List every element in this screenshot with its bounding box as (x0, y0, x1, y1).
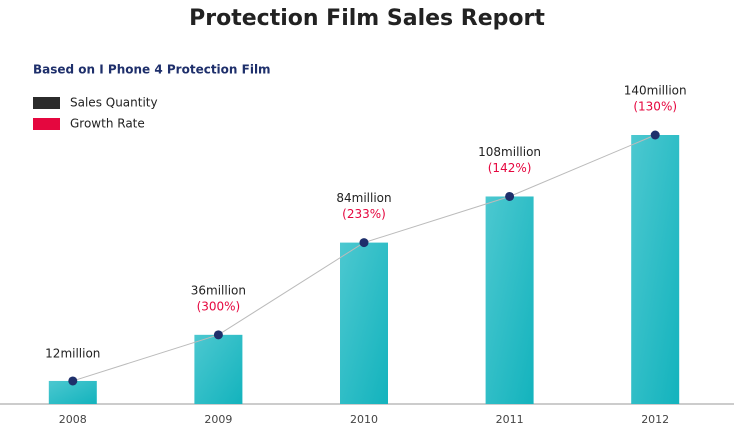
trend-dot (68, 376, 78, 386)
x-tick-label: 2010 (350, 413, 378, 426)
bar (194, 334, 243, 404)
growth-label: (300%) (197, 299, 241, 313)
value-label: 84million (336, 191, 391, 205)
bar (631, 135, 680, 404)
trend-dot (213, 330, 223, 340)
bar (485, 196, 534, 404)
bar (340, 242, 388, 404)
value-label: 140million (624, 84, 687, 98)
growth-label: (142%) (488, 161, 532, 175)
chart-subtitle: Based on I Phone 4 Protection Film (33, 63, 271, 77)
legend-label: Sales Quantity (70, 96, 158, 110)
legend-swatch (33, 97, 60, 109)
value-label: 12million (45, 346, 100, 360)
growth-label: (130%) (633, 100, 677, 114)
growth-label: (233%) (342, 207, 386, 221)
trend-dot (650, 130, 660, 140)
trend-dot (505, 191, 515, 201)
x-tick-label: 2011 (496, 413, 524, 426)
x-tick-label: 2009 (204, 413, 232, 426)
legend-label: Growth Rate (70, 117, 145, 131)
chart-title: Protection Film Sales Report (189, 6, 545, 31)
x-tick-label: 2012 (641, 413, 669, 426)
value-label: 108million (478, 145, 541, 159)
legend-swatch (33, 118, 60, 130)
x-tick-label: 2008 (59, 413, 87, 426)
bar (48, 380, 97, 404)
trend-dot (359, 238, 369, 248)
value-label: 36million (191, 283, 246, 297)
